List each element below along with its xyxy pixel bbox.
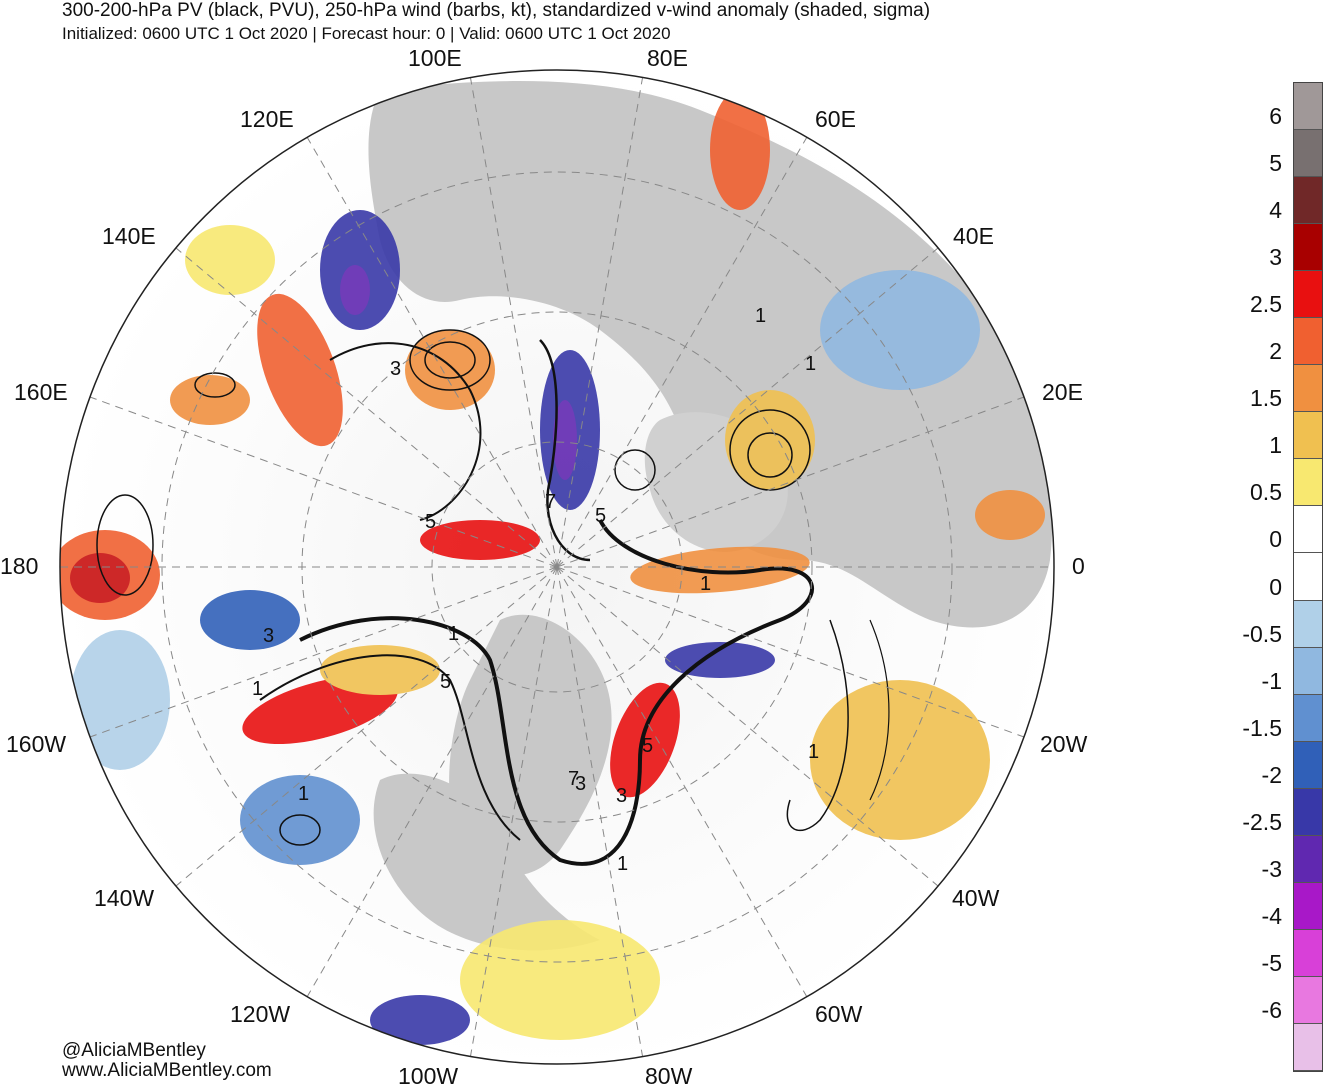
lon-label: 80E (647, 45, 688, 71)
colorbar-swatch (1294, 976, 1322, 1024)
lon-label: 40E (953, 223, 994, 249)
colorbar-label: -4 (1261, 902, 1282, 929)
pv-contours (96, 329, 890, 866)
lon-label: 60E (815, 106, 856, 132)
lon-label: 60W (815, 1001, 863, 1027)
colorbar-swatch (1294, 318, 1322, 366)
lon-label: 160E (14, 379, 68, 405)
colorbar-swatch (1294, 83, 1322, 131)
colorbar-swatch (1294, 224, 1322, 272)
pv-label: 7 (568, 768, 579, 790)
colorbar-swatch (1294, 835, 1322, 883)
colorbar-swatch (1294, 365, 1322, 413)
colorbar-swatch (1294, 647, 1322, 695)
map-title: 300-200-hPa PV (black, PVU), 250-hPa win… (62, 0, 931, 21)
colorbar-label: 5 (1269, 150, 1282, 177)
pv-label: 5 (440, 671, 451, 693)
pv-label: 3 (390, 358, 401, 380)
map-subtitle: Initialized: 0600 UTC 1 Oct 2020 | Forec… (62, 24, 671, 43)
colorbar-label: 6 (1269, 103, 1282, 130)
colorbar-label: 1.5 (1250, 385, 1282, 412)
lon-label: 120W (230, 1001, 290, 1027)
colorbar-swatch (1294, 929, 1322, 977)
colorbar-swatch (1294, 1023, 1322, 1071)
lon-label: 140E (102, 223, 156, 249)
colorbar-swatch (1294, 130, 1322, 178)
colorbar-label: -1.5 (1242, 714, 1282, 741)
colorbar-swatch (1294, 694, 1322, 742)
pv-label: 3 (263, 625, 274, 647)
longitude-labels: 100E 80E 60E 40E 20E 0 20W 40W 60W 80W 1… (0, 45, 1088, 1086)
colorbar-label: -6 (1261, 996, 1282, 1023)
pv-label: 1 (448, 623, 459, 645)
pv-label: 5 (425, 511, 436, 533)
colorbar-label: -2 (1261, 761, 1282, 788)
land-masses (368, 81, 1053, 951)
lon-label: 80W (645, 1063, 693, 1086)
pv-label: 3 (616, 785, 627, 807)
colorbar-label: -5 (1261, 949, 1282, 976)
colorbar-swatch (1294, 412, 1322, 460)
pv-label: 7 (545, 491, 556, 513)
lon-label: 20E (1042, 379, 1083, 405)
pv-label: 1 (808, 741, 819, 763)
colorbar-swatch (1294, 271, 1322, 319)
colorbar-label: 0 (1269, 526, 1282, 553)
graticule (60, 74, 1054, 1060)
colorbar-label: -1 (1261, 667, 1282, 694)
lon-label: 160W (6, 731, 66, 757)
lon-label: 40W (952, 885, 1000, 911)
map-disk: 1 3 5 7 1 3 5 5 5 3 1 1 1 3 1 7 1 1 (60, 70, 1054, 1064)
pv-label: 1 (700, 573, 711, 595)
pv-label: 1 (617, 853, 628, 875)
credit-website: www.AliciaMBentley.com (62, 1060, 272, 1081)
colorbar-swatch (1294, 553, 1322, 601)
lon-label: 20W (1040, 731, 1088, 757)
pv-label: 1 (298, 783, 309, 805)
lon-label: 100W (398, 1063, 458, 1086)
colorbar-label: -2.5 (1242, 808, 1282, 835)
colorbar-label: 4 (1269, 197, 1282, 224)
pv-label: 5 (642, 735, 653, 757)
colorbar-label: 2 (1269, 338, 1282, 365)
colorbar-label: -3 (1261, 855, 1282, 882)
lon-label: 0 (1072, 553, 1085, 579)
colorbar-swatch (1294, 177, 1322, 225)
colorbar-label: 0.5 (1250, 479, 1282, 506)
lon-label: 180 (0, 553, 38, 579)
pv-label: 1 (755, 305, 766, 327)
pv-label: 1 (252, 678, 263, 700)
pv-label: 3 (575, 773, 586, 795)
colorbar-swatch (1294, 741, 1322, 789)
pv-label: 5 (595, 505, 606, 527)
pv-label: 1 (805, 353, 816, 375)
colorbar-label: 0 (1269, 573, 1282, 600)
colorbar-swatch (1294, 506, 1322, 554)
colorbar-label: 2.5 (1250, 291, 1282, 318)
colorbar-label: 1 (1269, 432, 1282, 459)
colorbar-swatch (1294, 600, 1322, 648)
colorbar-swatch (1294, 459, 1322, 507)
lon-label: 120E (240, 106, 294, 132)
lon-label: 140W (94, 885, 154, 911)
pv-contour-labels: 1 3 5 7 1 3 5 5 5 3 1 1 1 3 1 7 1 1 (252, 305, 819, 875)
colorbar-label: 3 (1269, 244, 1282, 271)
lon-label: 100E (408, 45, 462, 71)
colorbar-label: -0.5 (1242, 620, 1282, 647)
colorbar-swatch (1294, 882, 1322, 930)
colorbar-swatch (1294, 788, 1322, 836)
colorbar (1293, 82, 1323, 1072)
credit-handle: @AliciaMBentley (62, 1040, 206, 1061)
